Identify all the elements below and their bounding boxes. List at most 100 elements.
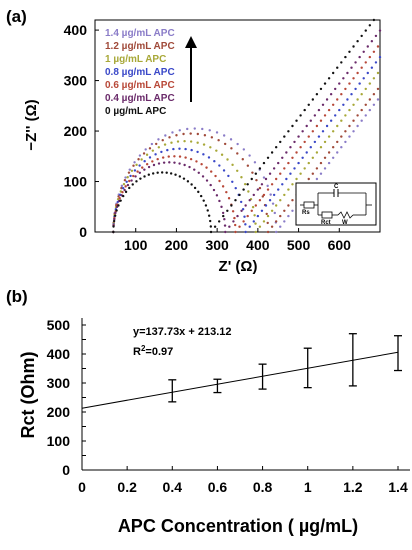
data-point	[376, 45, 380, 48]
data-point	[204, 204, 208, 207]
data-point	[297, 135, 300, 138]
data-point	[218, 199, 221, 203]
data-point	[241, 208, 245, 211]
data-point	[244, 204, 247, 207]
data-point	[170, 141, 173, 144]
data-point	[253, 161, 257, 164]
y-tick-label: 300	[47, 375, 71, 391]
data-point	[160, 171, 164, 174]
data-point	[287, 204, 290, 207]
data-point	[287, 188, 290, 191]
data-point	[340, 146, 343, 149]
data-point	[205, 166, 208, 169]
circuit-label-w: W	[342, 220, 348, 226]
data-point	[378, 29, 382, 32]
data-point	[262, 220, 266, 223]
data-point	[193, 127, 196, 130]
data-point	[124, 176, 127, 179]
data-point	[329, 119, 333, 122]
data-point	[183, 139, 186, 143]
data-point	[336, 151, 339, 154]
data-point	[176, 140, 180, 143]
data-point	[344, 140, 347, 144]
data-point	[152, 163, 156, 167]
data-point	[175, 134, 178, 137]
data-point	[112, 219, 116, 223]
fit-line	[81, 351, 399, 409]
data-point	[356, 40, 359, 43]
data-point	[236, 214, 239, 218]
data-point	[231, 210, 235, 213]
x-tick-label: 600	[328, 237, 352, 253]
data-point	[321, 103, 325, 107]
data-point	[166, 148, 169, 152]
data-point	[243, 182, 247, 186]
data-point	[209, 146, 212, 149]
data-point	[271, 202, 275, 205]
data-point	[117, 195, 120, 198]
data-point	[327, 77, 331, 80]
data-point	[135, 180, 138, 183]
data-point	[209, 219, 212, 223]
data-point	[350, 66, 353, 69]
data-point	[186, 127, 189, 131]
data-point	[372, 50, 376, 53]
y-tick-label: 300	[64, 73, 88, 89]
data-point	[348, 108, 351, 112]
data-point	[258, 186, 262, 190]
data-point	[285, 177, 288, 181]
data-point	[303, 167, 306, 170]
data-point	[301, 130, 304, 133]
data-point	[340, 119, 343, 122]
data-point	[215, 194, 219, 197]
data-point	[374, 34, 378, 38]
data-point	[252, 220, 255, 223]
data-point	[260, 209, 264, 212]
data-point	[323, 114, 327, 117]
data-point	[217, 139, 220, 142]
x-tick-label: 1.2	[343, 479, 363, 495]
nyquist-series	[112, 45, 380, 234]
x-tick-label: 0.6	[208, 479, 228, 495]
data-point	[362, 77, 365, 80]
data-point	[346, 71, 349, 75]
data-point	[372, 18, 376, 22]
data-point	[168, 136, 171, 139]
data-point	[148, 147, 152, 150]
data-point	[283, 167, 286, 170]
data-point	[137, 158, 140, 161]
data-point	[362, 50, 365, 53]
nyquist-series	[112, 55, 382, 234]
data-point	[344, 114, 347, 117]
data-point	[319, 87, 323, 91]
data-point	[150, 142, 154, 146]
data-point	[370, 40, 374, 43]
data-point	[134, 175, 137, 178]
x-tick-label: 100	[124, 237, 148, 253]
data-point	[289, 172, 292, 175]
data-point	[231, 163, 234, 167]
y-tick-label: 100	[64, 174, 88, 190]
data-point	[368, 108, 372, 112]
data-point	[128, 168, 131, 171]
legend-entry: 1.2 µg/mL APC	[105, 41, 175, 52]
data-point	[240, 176, 243, 179]
data-point	[352, 103, 355, 107]
data-point	[178, 147, 181, 150]
data-point	[156, 157, 159, 161]
data-point	[213, 378, 222, 394]
data-point	[242, 188, 245, 191]
warburg-element	[337, 211, 354, 219]
data-point	[197, 171, 200, 174]
data-point	[129, 174, 132, 178]
data-point	[218, 179, 221, 183]
data-point	[360, 66, 363, 69]
data-point	[331, 146, 335, 149]
data-point	[156, 171, 159, 174]
data-point	[220, 153, 224, 156]
y-tick-label: 200	[47, 404, 71, 420]
data-point	[208, 129, 211, 132]
data-point	[303, 347, 312, 389]
data-point	[334, 87, 337, 91]
data-point	[138, 171, 142, 174]
